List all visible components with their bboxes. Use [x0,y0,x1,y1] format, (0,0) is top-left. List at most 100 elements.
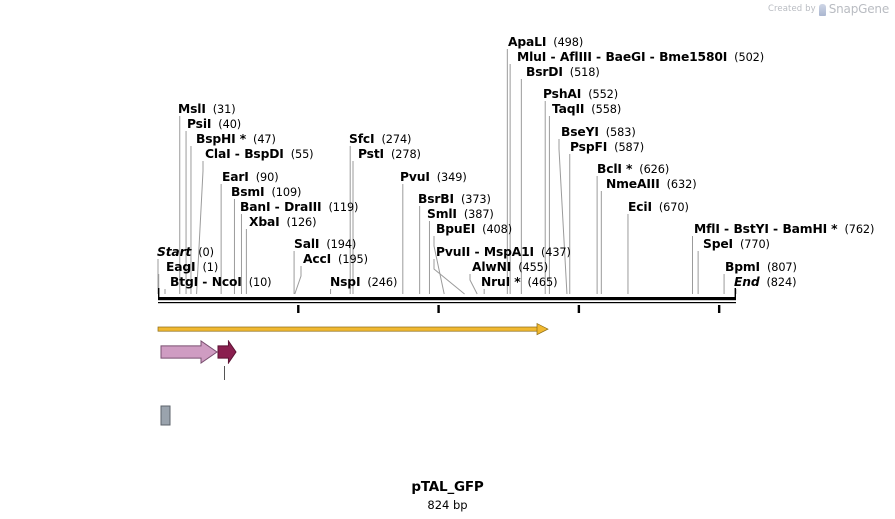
feature-kozak-sequence[interactable] [160,405,171,426]
enzyme-position: (373) [453,193,491,206]
enzyme-label-sfci[interactable]: SfcI (274) [349,133,411,146]
enzyme-name-separator: - [470,245,484,259]
enzyme-name: BspDI [244,147,284,161]
enzyme-label-bpuei[interactable]: BpuEI (408) [436,223,512,236]
enzyme-name-separator: - [546,50,560,64]
enzyme-label-eagi[interactable]: EagI (1) [166,261,218,274]
enzyme-name-separator: - [591,50,606,64]
enzyme-label-start[interactable]: Start (0) [157,246,214,259]
enzyme-label-nmeaiii[interactable]: NmeAIII (632) [606,178,697,191]
enzyme-name: PvuII [436,245,471,259]
orf-arrowhead[interactable] [536,322,549,336]
enzyme-position: (10) [241,276,272,289]
enzyme-label-psii[interactable]: PsiI (40) [187,118,241,131]
enzyme-name: EciI [628,200,652,214]
enzyme-label-pshai[interactable]: PshAI (552) [543,88,618,101]
enzyme-label-bsmi[interactable]: BsmI (109) [231,186,301,199]
enzyme-label-nrui[interactable]: NruI * (465) [481,276,557,289]
enzyme-position: (502) [727,51,765,64]
enzyme-name: SmlI [427,207,457,221]
enzyme-star-icon: * [827,222,838,236]
enzyme-label-psti[interactable]: PstI (278) [358,148,421,161]
enzyme-label-bcli[interactable]: BclI * (626) [597,163,669,176]
enzyme-label-xbai[interactable]: XbaI (126) [249,216,317,229]
enzyme-position: (465) [520,276,558,289]
enzyme-label-spei[interactable]: SpeI (770) [703,238,770,251]
ruler-start-cap [158,288,160,298]
enzyme-position: (824) [759,276,797,289]
enzyme-label-clai-bspdi[interactable]: ClaI - BspDI (55) [205,148,314,161]
enzyme-label-bsrdi[interactable]: BsrDI (518) [526,66,600,79]
enzyme-label-apali[interactable]: ApaLI (498) [508,36,583,49]
enzyme-name: PvuI [400,170,430,184]
enzyme-position: (40) [211,118,242,131]
enzyme-label-btgi-ncoi[interactable]: BtgI - NcoI (10) [170,276,272,289]
enzyme-star-icon: * [235,132,247,146]
enzyme-label-bsrbi[interactable]: BsrBI (373) [418,193,491,206]
feature-sv40-nls[interactable] [217,340,237,364]
enzyme-leader-line [433,236,445,295]
enzyme-position: (1) [195,261,219,274]
enzyme-name: End [734,275,760,289]
enzyme-position: (195) [331,253,368,266]
feature-shape-arrow[interactable] [217,340,237,364]
enzyme-name: PspFI [570,140,608,154]
enzyme-position: (498) [546,36,584,49]
enzyme-position: (55) [283,148,314,161]
ruler-axis [158,288,736,313]
enzyme-label-acci[interactable]: AccI (195) [303,253,368,266]
enzyme-name-separator: - [270,200,285,214]
enzyme-name-separator: - [719,222,734,236]
enzyme-label-bpmi[interactable]: BpmI (807) [725,261,797,274]
enzyme-label-taqii[interactable]: TaqII (558) [552,103,621,116]
enzyme-label-ecii[interactable]: EciI (670) [628,201,689,214]
enzyme-position: (670) [651,201,689,214]
enzyme-name: BseYI [561,125,599,139]
snapgene-logo-icon [818,4,826,16]
plasmid-title-block: pTAL_GFP 824 bp [0,479,895,512]
enzyme-label-mfli-bstyi-bamhi[interactable]: MflI - BstYI - BamHI * (762) [694,223,874,236]
enzyme-position: (31) [205,103,236,116]
enzyme-label-sali[interactable]: SalI (194) [294,238,356,251]
plasmid-name: pTAL_GFP [411,479,484,495]
feature-shape-box[interactable] [160,405,171,426]
enzyme-position: (437) [533,246,571,259]
enzyme-name: BamHI [782,222,828,236]
enzyme-label-pvuii-mspa1i[interactable]: PvuII - MspA1I (437) [436,246,571,259]
enzyme-leader-line [558,139,568,295]
enzyme-label-bani-draiii[interactable]: BanI - DraIII (119) [240,201,358,214]
feature-3xflag[interactable] [160,340,218,364]
orf-arrow[interactable] [0,322,895,352]
enzyme-name: AlwNI [472,260,512,274]
orf-shaft[interactable] [157,326,540,332]
watermark-prefix: Created by [767,4,816,14]
enzyme-name: DraIII [284,200,322,214]
enzyme-label-alwni[interactable]: AlwNI (455) [472,261,548,274]
enzyme-name: PstI [358,147,384,161]
enzyme-label-eari[interactable]: EarI (90) [222,171,279,184]
enzyme-position: (770) [732,238,770,251]
enzyme-position: (47) [246,133,276,146]
enzyme-name: NruI [481,275,511,289]
snapgene-watermark: Created by SnapGene [768,2,889,16]
enzyme-name-separator: - [768,222,783,236]
enzyme-label-smli[interactable]: SmlI (387) [427,208,494,221]
enzyme-position: (807) [759,261,797,274]
enzyme-position: (518) [562,66,600,79]
enzyme-name: BanI [240,200,271,214]
enzyme-label-bsphi[interactable]: BspHI * (47) [196,133,276,146]
enzyme-label-nspi[interactable]: NspI (246) [330,276,397,289]
enzyme-label-end[interactable]: End (824) [734,276,796,289]
enzyme-label-pspfi[interactable]: PspFI (587) [570,141,644,154]
enzyme-label-bseyi[interactable]: BseYI (583) [561,126,636,139]
enzyme-name: NcoI [211,275,242,289]
enzyme-label-msli[interactable]: MslI (31) [178,103,236,116]
enzyme-label-mlui-afliii-baegi-bme1580i[interactable]: MluI - AflIII - BaeGI - Bme1580I (502) [517,51,764,64]
plasmid-size: 824 bp [427,498,468,512]
enzyme-name: NmeAIII [606,177,660,191]
feature-shape-arrow[interactable] [160,340,218,364]
enzyme-label-pvui[interactable]: PvuI (349) [400,171,467,184]
enzyme-name: SalI [294,237,320,251]
enzyme-position: (626) [632,163,670,176]
enzyme-name: ClaI [205,147,231,161]
